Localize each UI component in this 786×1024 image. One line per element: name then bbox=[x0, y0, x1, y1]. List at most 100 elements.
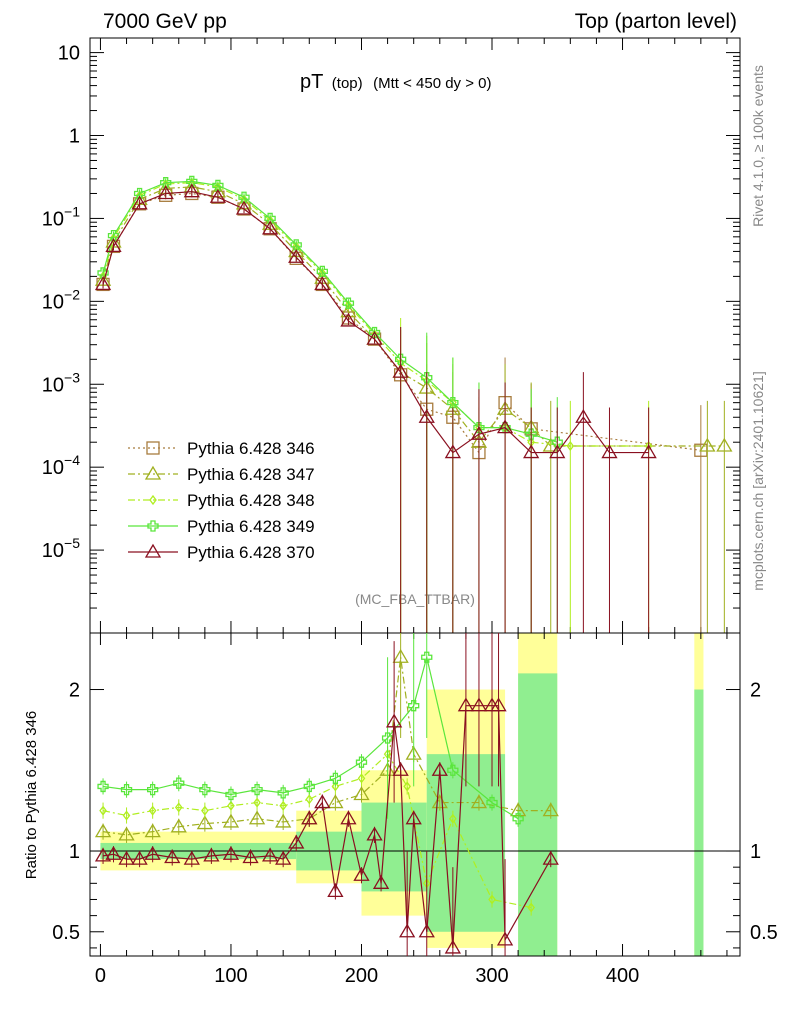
ratio-y-label-right: 2 bbox=[750, 680, 761, 702]
series-line bbox=[102, 182, 649, 447]
ratio-point bbox=[94, 823, 112, 838]
ratio-line bbox=[102, 753, 532, 909]
y-tick-label: 10−3 bbox=[42, 369, 80, 396]
series-line bbox=[102, 186, 725, 447]
data-point bbox=[542, 437, 559, 452]
ratio-point bbox=[248, 810, 266, 825]
ratio-point bbox=[327, 794, 344, 809]
ratio-point bbox=[183, 850, 200, 865]
ratio-point bbox=[122, 810, 131, 821]
ratio-point bbox=[94, 847, 112, 862]
ratio-point bbox=[385, 713, 403, 728]
ratio-y-label-left: 1 bbox=[69, 841, 80, 863]
ratio-point bbox=[120, 784, 133, 796]
data-point bbox=[699, 437, 716, 452]
data-point bbox=[107, 229, 120, 242]
plot-title-sub: (top) bbox=[332, 75, 363, 92]
data-point bbox=[314, 276, 331, 291]
ratio-point bbox=[542, 802, 559, 817]
ratio-point bbox=[305, 794, 314, 805]
ratio-y-label-left: 2 bbox=[69, 680, 80, 702]
legend-label: Pythia 6.428 370 bbox=[187, 543, 315, 562]
ratio-point bbox=[222, 813, 240, 828]
y-tick-label: 10−4 bbox=[42, 452, 80, 479]
ratio-point bbox=[449, 813, 457, 824]
data-point bbox=[368, 326, 381, 339]
ratio-point bbox=[199, 784, 211, 796]
ratio-point bbox=[144, 845, 161, 860]
series-s348 bbox=[99, 177, 653, 633]
data-point bbox=[240, 194, 248, 205]
data-point bbox=[366, 330, 383, 345]
ratio-point bbox=[148, 805, 157, 816]
ratio-point bbox=[164, 849, 181, 864]
ratio-point bbox=[403, 781, 411, 792]
data-point bbox=[694, 443, 708, 457]
rivet-label: Rivet 4.1.0, ≥ 100k events bbox=[750, 65, 766, 227]
data-point bbox=[266, 215, 274, 226]
ratio-point bbox=[366, 826, 383, 841]
data-point bbox=[601, 444, 618, 459]
plot-title-main: pT bbox=[300, 71, 323, 93]
ratio-point bbox=[496, 931, 514, 946]
data-point bbox=[160, 177, 172, 189]
legend-label: Pythia 6.428 348 bbox=[187, 491, 315, 510]
ratio-point bbox=[173, 777, 185, 789]
header-process: Top (parton level) bbox=[575, 10, 737, 33]
data-point bbox=[716, 437, 733, 452]
x-tick-label: 100 bbox=[214, 965, 247, 987]
ratio-point bbox=[331, 781, 340, 792]
ratio-point bbox=[203, 847, 220, 862]
y-tick-mantissa: 10 bbox=[42, 457, 64, 479]
data-point bbox=[235, 200, 253, 215]
y-tick-exponent: −3 bbox=[64, 369, 80, 385]
ratio-point bbox=[421, 651, 433, 663]
ratio-point bbox=[225, 788, 237, 801]
ratio-point bbox=[144, 823, 161, 838]
y-tick-exponent: −1 bbox=[64, 203, 80, 219]
ratio-point bbox=[340, 810, 357, 825]
ratio-y-label-right: 1 bbox=[750, 841, 761, 863]
data-point bbox=[261, 220, 279, 235]
y-tick-mantissa: 10 bbox=[42, 540, 64, 562]
data-point bbox=[421, 372, 433, 384]
ratio-frame bbox=[89, 632, 741, 957]
data-point bbox=[288, 248, 305, 263]
ratio-point bbox=[470, 794, 488, 809]
ratio-point bbox=[399, 923, 416, 938]
ratio-point bbox=[392, 648, 409, 663]
ratio-series-s370 bbox=[94, 633, 559, 956]
ratio-point bbox=[118, 826, 135, 841]
y-tick-mantissa: 10 bbox=[42, 291, 64, 313]
data-point bbox=[447, 397, 459, 409]
ratio-point bbox=[418, 923, 435, 938]
mcplots-label: mcplots.cern.ch [arXiv:2401.10621] bbox=[750, 371, 766, 590]
data-point bbox=[105, 238, 122, 253]
y-tick-mantissa: 10 bbox=[42, 208, 64, 230]
data-point bbox=[186, 175, 198, 188]
y-tick-exponent: −4 bbox=[64, 452, 80, 468]
data-point bbox=[131, 195, 148, 210]
ratio-point bbox=[251, 784, 263, 796]
data-point bbox=[549, 444, 566, 459]
ratio-point bbox=[327, 883, 344, 898]
data-point bbox=[344, 300, 353, 311]
ratio-point bbox=[242, 849, 259, 864]
ratio-point bbox=[227, 800, 235, 811]
ratio-point bbox=[201, 805, 209, 816]
ratio-series-s349 bbox=[97, 633, 524, 827]
ratio-point bbox=[431, 761, 448, 776]
data-point bbox=[473, 421, 485, 434]
data-point bbox=[135, 190, 144, 201]
ratio-point bbox=[381, 732, 394, 744]
legend-marker bbox=[147, 520, 159, 532]
y-tick-mantissa: 10 bbox=[42, 374, 64, 396]
y-tick-mantissa: 1 bbox=[69, 126, 80, 148]
ratio-point bbox=[405, 810, 422, 825]
series-s346 bbox=[96, 186, 708, 633]
ratio-point bbox=[275, 813, 292, 828]
plot-title: pT (top) (Mtt < 450 dy > 0) bbox=[300, 71, 491, 93]
x-tick-label: 300 bbox=[475, 965, 508, 987]
data-point bbox=[238, 191, 250, 203]
ratio-point bbox=[147, 784, 159, 796]
